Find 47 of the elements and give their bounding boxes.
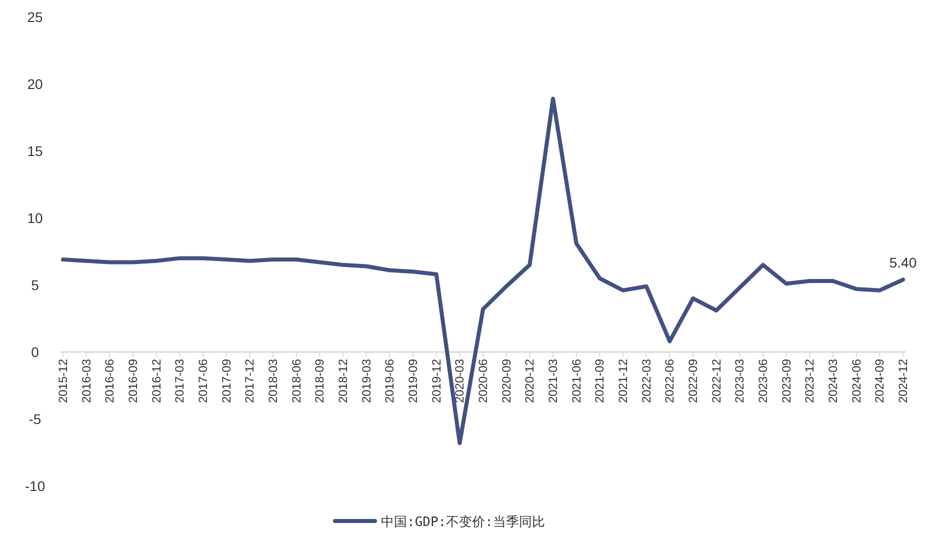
x-tick-label: 2019-03 [359, 358, 374, 404]
x-tick-label: 2017-09 [219, 358, 234, 404]
x-tick-label: 2024-09 [872, 358, 887, 404]
x-tick-label: 2022-12 [709, 358, 724, 404]
x-tick-label: 2021-06 [569, 358, 584, 404]
x-tick-label: 2018-09 [312, 358, 327, 404]
data-label: 5.40 [889, 254, 917, 271]
x-tick-label: 2020-06 [476, 358, 490, 404]
x-tick-label: 2018-06 [289, 358, 304, 404]
x-tick-label: 2017-06 [196, 358, 210, 404]
x-tick-label: 2018-12 [336, 358, 350, 404]
x-tick-label: 2019-12 [429, 358, 444, 404]
y-tick-label: -10 [24, 478, 46, 494]
x-tick-label: 2023-03 [732, 358, 747, 404]
y-tick-label: 0 [31, 344, 40, 360]
x-tick-label: 2021-03 [546, 358, 560, 404]
x-tick-label: 2023-12 [802, 358, 817, 404]
x-tick-label: 2015-12 [56, 358, 70, 404]
x-tick-label: 2021-09 [592, 358, 607, 404]
x-tick-label: 2020-12 [522, 358, 537, 404]
x-tick-label: 2024-12 [896, 358, 910, 404]
x-tick-label: 2020-03 [452, 358, 467, 404]
x-tick-label: 2022-09 [686, 358, 700, 404]
x-tick-label: 2016-09 [126, 358, 140, 404]
x-tick-label: 2022-03 [639, 358, 654, 404]
y-tick-label: 15 [27, 143, 43, 159]
x-tick-label: 2024-03 [826, 358, 840, 404]
y-tick-label: 20 [27, 76, 43, 92]
x-tick-label: 2019-09 [406, 358, 420, 404]
x-tick-label: 2024-06 [849, 358, 864, 404]
x-tick-label: 2016-12 [149, 358, 164, 404]
x-tick-label: 2017-03 [172, 358, 187, 404]
x-tick-label: 2018-03 [266, 358, 280, 404]
x-tick-label: 2017-12 [242, 358, 257, 404]
legend-label: 中国:GDP:不变价:当季同比 [381, 515, 545, 530]
y-tick-label: 25 [27, 9, 43, 25]
x-tick-label: 2019-06 [382, 358, 397, 404]
x-tick-label: 2022-06 [662, 358, 677, 404]
x-tick-label: 2021-12 [616, 358, 630, 404]
x-tick-label: 2020-09 [499, 358, 514, 404]
x-tick-label: 2023-09 [779, 358, 794, 404]
x-tick-label: 2016-06 [102, 358, 117, 404]
x-tick-label: 2023-06 [756, 358, 770, 404]
y-tick-label: 5 [31, 277, 40, 293]
y-tick-label: 10 [27, 210, 43, 226]
y-tick-label: -5 [28, 411, 42, 427]
x-tick-label: 2016-03 [79, 358, 94, 404]
